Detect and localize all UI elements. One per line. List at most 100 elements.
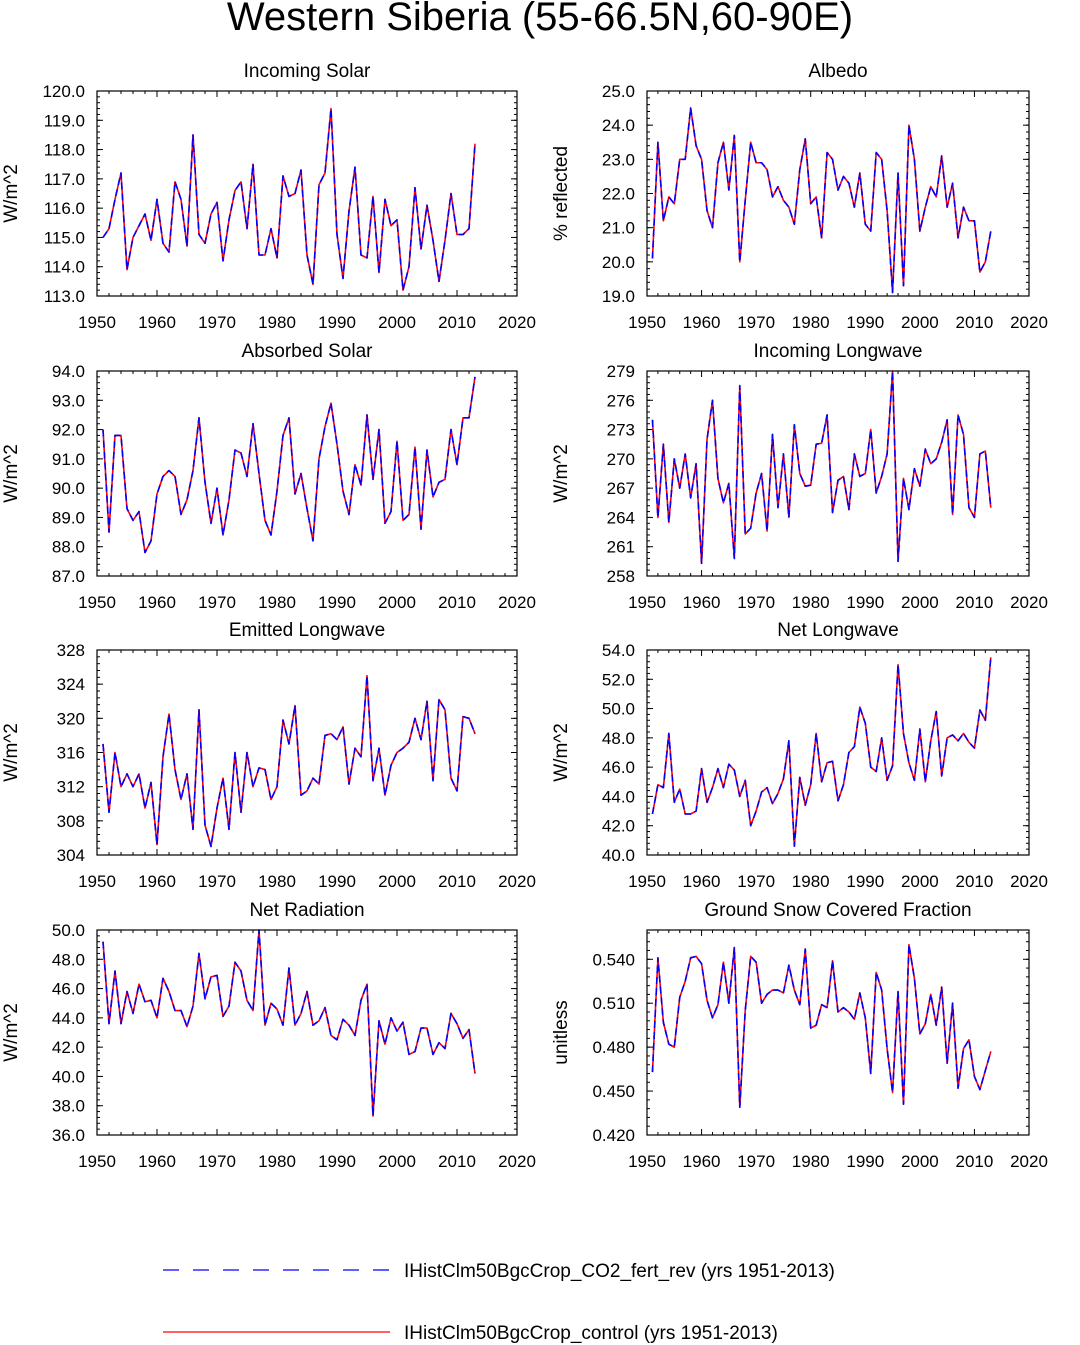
x-tick-label: 2020 [498, 872, 536, 891]
legend-label-control: IHistClm50BgcCrop_control (yrs 1951-2013… [404, 1323, 778, 1344]
panel-3: Absorbed Solar W/m^2 1950 1960 1970 1980 1990 2… [1, 341, 536, 612]
x-tick-label: 1960 [683, 1152, 721, 1171]
panel-title: Net Radiation [249, 900, 364, 921]
y-tick-label: 308 [57, 812, 85, 831]
x-tick-label: 1960 [683, 313, 721, 332]
y-tick-label: 24.0 [602, 116, 635, 135]
y-tick-label: 93.0 [52, 391, 85, 410]
y-tick-label: 120.0 [42, 82, 85, 101]
series-line-co2-fert-rev [651, 107, 992, 294]
y-tick-label: 117.0 [44, 170, 85, 189]
plot-frame [646, 649, 1030, 856]
y-tick-label: 23.0 [602, 150, 635, 169]
panel-4: Incoming Longwave W/m^2 1950 1960 1970 1980 19… [551, 341, 1048, 612]
y-tick-label: 304 [57, 846, 85, 865]
series-line-co2-fert-rev [102, 929, 476, 1117]
x-tick-label: 1960 [683, 593, 721, 612]
x-tick-label: 2000 [378, 1152, 416, 1171]
y-tick-label: 46.0 [52, 980, 85, 999]
y-tick-label: 316 [57, 744, 85, 763]
x-tick-label: 1950 [78, 872, 116, 891]
y-axis-label: W/m^2 [551, 723, 572, 782]
y-tick-label: 88.0 [52, 538, 85, 557]
panel-8: Ground Snow Covered Fraction unitless 1950… [551, 900, 1048, 1171]
x-tick-label: 1990 [318, 872, 356, 891]
x-tick-label: 1970 [198, 313, 236, 332]
y-tick-label: 91.0 [52, 450, 85, 469]
series-line-co2-fert-rev [102, 107, 476, 291]
y-tick-label: 21.0 [602, 219, 635, 238]
y-tick-label: 324 [57, 675, 85, 694]
y-tick-label: 40.0 [602, 846, 635, 865]
x-tick-label: 2000 [378, 872, 416, 891]
x-tick-label: 1980 [792, 313, 830, 332]
panel-title: Incoming Longwave [754, 341, 923, 362]
x-tick-label: 2020 [498, 313, 536, 332]
y-tick-label: 87.0 [52, 567, 85, 586]
y-tick-label: 42.0 [52, 1038, 85, 1057]
x-tick-label: 2000 [378, 593, 416, 612]
y-tick-label: 258 [607, 567, 635, 586]
y-axis-label: unitless [551, 1000, 572, 1064]
y-tick-label: 94.0 [52, 362, 85, 381]
y-tick-label: 25.0 [602, 82, 635, 101]
y-tick-label: 0.420 [592, 1126, 635, 1145]
x-tick-label: 1950 [78, 1152, 116, 1171]
x-tick-label: 1980 [258, 872, 296, 891]
y-tick-label: 0.540 [592, 950, 635, 969]
y-axis-label: W/m^2 [1, 1003, 22, 1062]
y-tick-label: 115.0 [44, 228, 85, 247]
x-tick-label: 2020 [1010, 593, 1048, 612]
x-tick-label: 2010 [956, 1152, 994, 1171]
x-tick-label: 1990 [846, 593, 884, 612]
y-tick-label: 0.510 [592, 994, 635, 1013]
x-tick-label: 1970 [198, 593, 236, 612]
y-axis-label: % reflected [551, 146, 572, 241]
panel-title: Absorbed Solar [242, 341, 374, 362]
y-tick-label: 38.0 [52, 1097, 85, 1116]
y-tick-label: 19.0 [602, 287, 635, 306]
x-tick-label: 1950 [628, 313, 666, 332]
x-tick-label: 1950 [78, 313, 116, 332]
plot-frame [96, 649, 518, 856]
plot-frame [646, 370, 1030, 577]
plot-frame [96, 929, 518, 1136]
x-tick-label: 1990 [318, 1152, 356, 1171]
x-tick-label: 1970 [198, 872, 236, 891]
series-line-co2-fert-rev [102, 674, 476, 848]
plot-frame [96, 90, 518, 297]
y-tick-label: 46.0 [602, 758, 635, 777]
y-axis-label: W/m^2 [551, 444, 572, 503]
plot-frame [646, 929, 1030, 1136]
series-line-control [102, 107, 476, 291]
x-tick-label: 1990 [318, 313, 356, 332]
x-tick-label: 1990 [318, 593, 356, 612]
x-tick-label: 2000 [901, 313, 939, 332]
x-tick-label: 2010 [956, 872, 994, 891]
y-tick-label: 42.0 [602, 817, 635, 836]
y-axis-label: W/m^2 [1, 444, 22, 503]
x-tick-label: 1950 [628, 1152, 666, 1171]
panel-title: Net Longwave [777, 620, 898, 641]
panel-title: Ground Snow Covered Fraction [704, 900, 971, 921]
x-tick-label: 1960 [138, 1152, 176, 1171]
x-tick-label: 1990 [846, 313, 884, 332]
y-tick-label: 0.450 [592, 1082, 635, 1101]
panel-7: Net Radiation W/m^2 1950 1960 1970 1980 1990 20… [1, 900, 536, 1171]
y-tick-label: 48.0 [52, 950, 85, 969]
x-tick-label: 2020 [1010, 313, 1048, 332]
x-tick-label: 2020 [498, 1152, 536, 1171]
x-tick-label: 1980 [258, 593, 296, 612]
x-tick-label: 1960 [138, 593, 176, 612]
x-tick-label: 2000 [378, 313, 416, 332]
y-tick-label: 50.0 [52, 921, 85, 940]
x-tick-label: 2020 [498, 593, 536, 612]
x-tick-label: 1960 [683, 872, 721, 891]
panel-5: Emitted Longwave W/m^2 1950 1960 1970 1980 199… [1, 620, 536, 891]
y-tick-label: 20.0 [602, 253, 635, 272]
y-tick-label: 116.0 [44, 199, 85, 218]
x-tick-label: 2010 [438, 593, 476, 612]
x-tick-label: 1980 [258, 1152, 296, 1171]
y-tick-label: 114.0 [44, 258, 85, 277]
x-tick-label: 1970 [198, 1152, 236, 1171]
